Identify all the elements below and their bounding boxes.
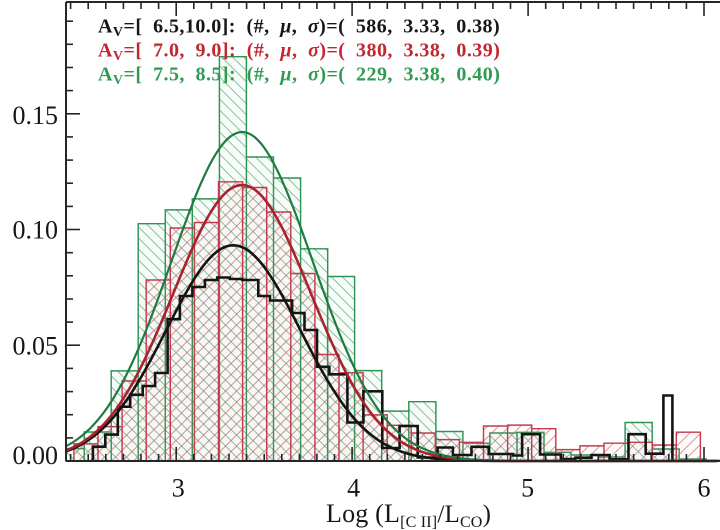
svg-text:5: 5 — [521, 474, 534, 503]
svg-text:4: 4 — [347, 474, 360, 503]
svg-text:AV=[ 7.0, 9.0]: (#, μ, σ)=( 38: AV=[ 7.0, 9.0]: (#, μ, σ)=( 380, 3.38, 0… — [98, 40, 500, 65]
svg-text:AV=[ 7.5, 8.5]: (#, μ, σ)=( 22: AV=[ 7.5, 8.5]: (#, μ, σ)=( 229, 3.38, 0… — [98, 64, 500, 89]
svg-text:AV=[ 6.5,10.0]: (#, μ, σ)=( 58: AV=[ 6.5,10.0]: (#, μ, σ)=( 586, 3.33, 0… — [98, 16, 500, 41]
svg-text:Log (L[C II]/LCO): Log (L[C II]/LCO) — [326, 499, 491, 530]
svg-text:6: 6 — [698, 474, 711, 503]
svg-text:0.00: 0.00 — [13, 441, 59, 470]
svg-text:0.10: 0.10 — [13, 215, 59, 244]
svg-text:0.05: 0.05 — [13, 331, 59, 360]
svg-text:0.15: 0.15 — [13, 101, 59, 130]
svg-text:3: 3 — [172, 474, 185, 503]
